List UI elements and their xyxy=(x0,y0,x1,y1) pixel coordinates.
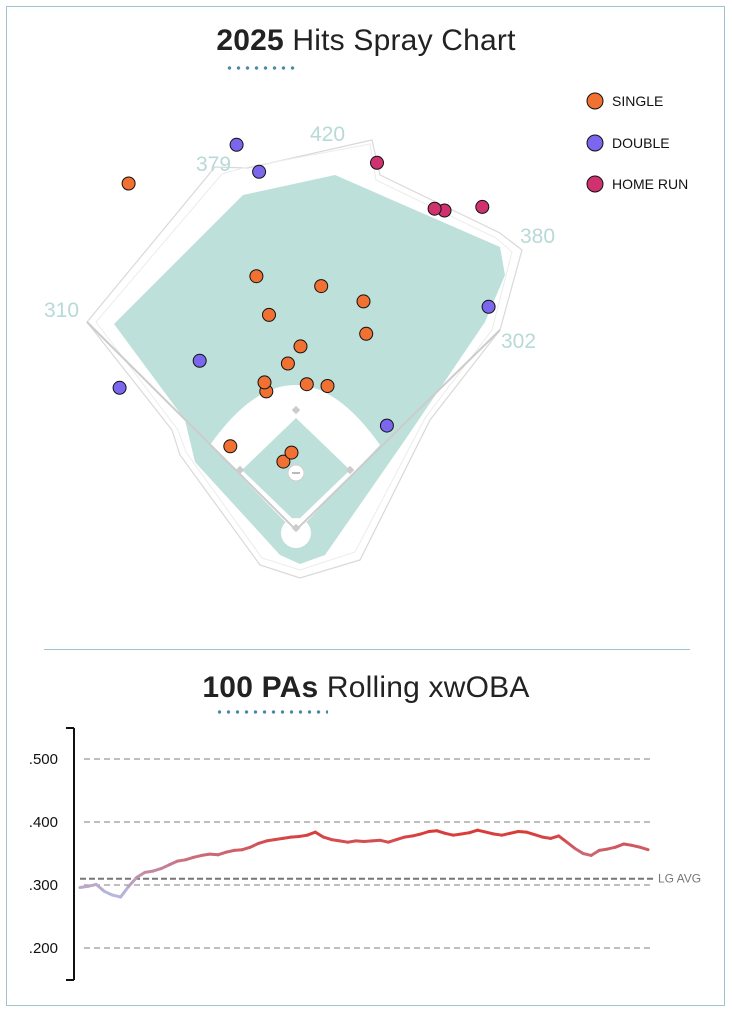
hit-single-8 xyxy=(299,377,314,392)
pitchers-rubber xyxy=(292,472,300,474)
right-foul-line xyxy=(295,329,501,531)
first-base xyxy=(345,465,355,475)
y-tick-label-200: .200 xyxy=(29,940,58,957)
grid-lines xyxy=(84,758,654,949)
y-tick-label-300: .300 xyxy=(29,877,58,894)
spray-title-underline xyxy=(225,66,296,70)
hit-single-10 xyxy=(276,454,291,469)
legend-double-label: DOUBLE xyxy=(612,135,670,151)
hit-home-run-1 xyxy=(370,155,384,170)
xwoba-segment-3 xyxy=(94,882,106,893)
hit-double-2 xyxy=(229,137,244,152)
rolling-title-underline xyxy=(215,710,328,714)
xwoba-segment-6 xyxy=(119,884,131,899)
hit-double-1 xyxy=(112,380,127,395)
hit-double-6 xyxy=(481,299,496,314)
hit-double-5 xyxy=(379,418,394,433)
legend-home-run-label: HOME RUN xyxy=(612,176,688,192)
left-foul-line xyxy=(86,321,297,531)
hit-single-4 xyxy=(314,279,329,294)
distance-label-lf: 310 xyxy=(44,299,79,322)
xwoba-segment-8 xyxy=(135,870,147,879)
hit-single-13 xyxy=(257,375,272,390)
rolling-chart: .500 .400 .300 .200 LG AVG xyxy=(29,727,701,981)
rolling-title-rest: Rolling xwOBA xyxy=(318,671,530,704)
hit-single-15 xyxy=(356,294,371,309)
xwoba-segment-70 xyxy=(638,845,650,852)
ballpark xyxy=(86,139,523,579)
xwoba-segment-62 xyxy=(573,847,585,855)
legend-single-marker xyxy=(586,92,604,110)
xwoba-segment-11 xyxy=(159,863,171,871)
hit-double-4 xyxy=(192,353,207,368)
distance-label-cf: 420 xyxy=(310,123,345,146)
legend-home-run-marker xyxy=(586,175,604,193)
rolling-chart-title: 100 PAs Rolling xwOBA xyxy=(0,671,732,705)
y-tick-label-500: .500 xyxy=(29,751,58,768)
hit-markers xyxy=(112,137,496,469)
hit-single-5 xyxy=(223,439,238,454)
xwoba-line xyxy=(78,828,650,899)
hit-single-14 xyxy=(359,326,374,341)
league-average-label: LG AVG xyxy=(658,872,701,886)
section-divider xyxy=(44,649,690,650)
spray-chart-title: 2025 Hits Spray Chart xyxy=(0,24,732,58)
hit-double-3 xyxy=(252,164,267,179)
distance-label-rf: 302 xyxy=(501,330,536,353)
distance-label-rcf: 380 xyxy=(520,225,555,248)
xwoba-segment-64 xyxy=(589,848,601,857)
hit-single-2 xyxy=(262,307,276,322)
hit-home-run-3 xyxy=(427,201,442,216)
legend-single-label: SINGLE xyxy=(612,93,663,109)
xwoba-segment-4 xyxy=(102,889,114,897)
spray-title-rest: Hits Spray Chart xyxy=(283,24,516,57)
rolling-title-bold: 100 PAs xyxy=(202,671,319,704)
hit-home-run-4 xyxy=(475,199,490,214)
distance-label-lcf: 379 xyxy=(196,153,231,176)
hit-single-11 xyxy=(284,445,299,460)
hit-single-7 xyxy=(293,339,308,354)
third-base xyxy=(235,465,245,475)
xwoba-segment-60 xyxy=(557,834,569,844)
second-base xyxy=(291,405,301,415)
hit-single-6 xyxy=(280,356,295,371)
spray-legend: SINGLE DOUBLE HOME RUN xyxy=(586,92,688,193)
outfield-grass xyxy=(114,175,505,564)
home-plate-area xyxy=(281,518,311,548)
xwoba-segment-30 xyxy=(313,830,325,839)
home-plate xyxy=(291,523,301,533)
warning-track xyxy=(95,143,513,571)
xwoba-segment-7 xyxy=(127,875,139,888)
hit-single-3 xyxy=(249,269,264,284)
y-tick-label-400: .400 xyxy=(29,814,58,831)
hit-single-9 xyxy=(320,379,335,393)
xwoba-segment-61 xyxy=(565,840,577,850)
hit-single-1 xyxy=(121,176,136,191)
legend-double-marker xyxy=(586,134,604,152)
spray-title-bold: 2025 xyxy=(216,24,284,57)
